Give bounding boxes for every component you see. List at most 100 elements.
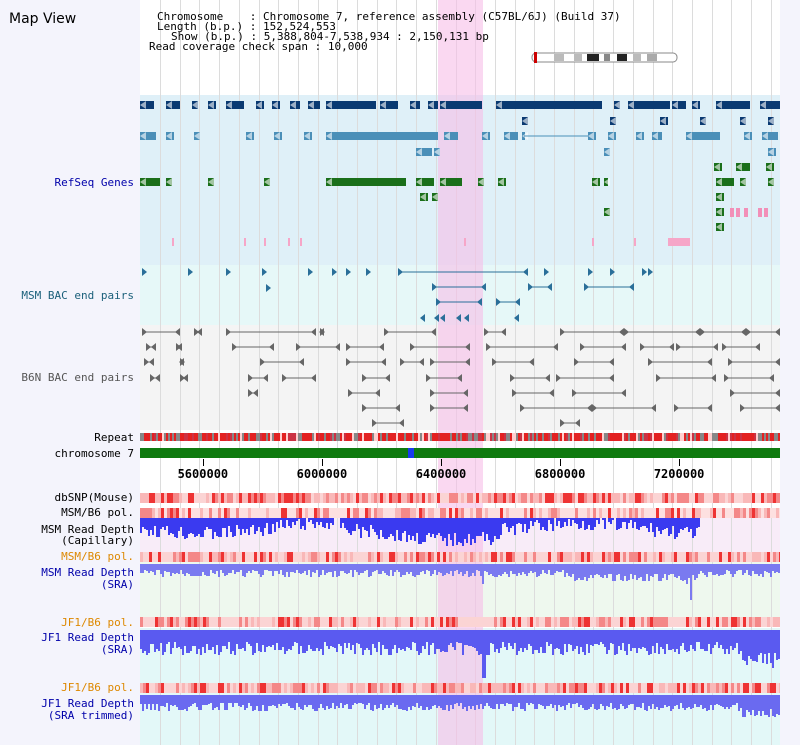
refseq-gene-dark-arrow: [768, 117, 774, 125]
b6n-bac-pair-end: [775, 389, 780, 397]
jf1-b6-pol2-heat-cell: [311, 683, 314, 693]
repeat-segment: [774, 433, 776, 441]
dbsnp-heat-cell: [293, 493, 296, 503]
msm-bac-end-pairs-label[interactable]: MSM BAC end pairs: [21, 289, 134, 302]
jf1-sra-depth-bar: [356, 630, 358, 643]
repeat-segment: [424, 433, 426, 441]
msm-read-depth-sra-label[interactable]: MSM Read Depth: [41, 566, 134, 579]
dbsnp-heat-cell: [155, 493, 158, 503]
msm-capillary-depth-bar: [638, 518, 640, 530]
msm-b6-pol-label[interactable]: MSM/B6 pol.: [61, 506, 134, 519]
jf1-trimmed-depth-bar: [188, 695, 190, 707]
msm-b6-pol2-heat-cell: [743, 552, 746, 562]
repeat-segment: [434, 433, 436, 441]
jf1-trimmed-depth-bar: [604, 695, 606, 710]
msm-capillary-depth-bar: [270, 518, 272, 534]
jf1-b6-pol-label[interactable]: JF1/B6 pol.: [61, 616, 134, 629]
dbsnp-heat-cell: [410, 493, 413, 503]
refseq-pink-feature: [634, 238, 636, 246]
axis-tick: [202, 459, 204, 466]
genome-map-panel[interactable]: Chromosome : Chromosome 7, reference ass…: [140, 0, 780, 745]
dbsnp-heat-cell: [392, 493, 395, 503]
msm-read-depth-capillary-label[interactable]: MSM Read Depth: [41, 523, 134, 536]
jf1-sra-depth-bar: [494, 630, 496, 652]
msm-b6-pol-heat-cell: [344, 508, 347, 518]
dbsnp-label[interactable]: dbSNP(Mouse): [54, 491, 134, 504]
msm-sra-depth-bar: [448, 564, 450, 574]
refseq-gene-mid-arrow: [434, 148, 440, 156]
repeat-segment: [512, 433, 514, 441]
msm-capillary-depth-bar: [352, 518, 354, 531]
jf1-sra-depth-bar: [680, 630, 682, 646]
jf1-b6-pol-heat-cell: [581, 617, 584, 627]
jf1-trimmed-depth-bar: [560, 695, 562, 707]
jf1-trimmed-depth-bar: [272, 695, 274, 705]
msm-sra-depth-bar: [440, 564, 442, 573]
jf1-sra-depth-bar: [244, 630, 246, 651]
jf1-read-depth-sra-label[interactable]: JF1 Read Depth: [41, 631, 134, 644]
msm-capillary-depth-bar: [398, 518, 400, 540]
b6n-bac-pair-end: [492, 358, 497, 366]
jf1-trimmed-depth-bar: [698, 695, 700, 707]
jf1-b6-pol-heat-cell: [665, 617, 668, 627]
jf1-trimmed-depth-bar: [456, 695, 458, 703]
dbsnp-heat-cell: [320, 493, 323, 503]
jf1-b6-pol2-heat-cell: [776, 683, 779, 693]
jf1-sra-depth-bar: [382, 630, 384, 645]
jf1-sra-depth-bar: [192, 630, 194, 646]
jf1-trimmed-depth-bar: [360, 695, 362, 703]
jf1-b6-pol-heat-cell: [461, 617, 464, 627]
jf1-b6-pol-heat-cell: [353, 617, 356, 627]
jf1-b6-pol-heat-cell: [152, 617, 155, 627]
jf1-sra-depth-bar: [746, 630, 748, 665]
jf1-b6-pol-label-2[interactable]: JF1/B6 pol.: [61, 681, 134, 694]
b6n-bac-end-pairs-label[interactable]: B6N BAC end pairs: [21, 371, 134, 384]
repeat-segment: [662, 433, 664, 441]
msm-b6-pol-heat-cell: [422, 508, 425, 518]
axis-tick: [679, 459, 681, 466]
msm-bac-end: [366, 268, 371, 276]
msm-sra-depth-bar: [562, 564, 564, 570]
track-features[interactable]: [140, 0, 780, 745]
msm-capillary-depth-bar: [232, 518, 234, 537]
jf1-sra-depth-bar: [584, 630, 586, 655]
msm-b6-pol2-heat-cell: [383, 552, 386, 562]
msm-capillary-depth-bar: [154, 518, 156, 526]
dbsnp-heat-cell: [557, 493, 560, 503]
repeat-segment: [528, 433, 530, 441]
repeat-segment: [760, 433, 762, 441]
jf1-trimmed-depth-bar: [566, 695, 568, 705]
jf1-b6-pol2-heat-cell: [200, 683, 203, 693]
msm-b6-pol2-heat-cell: [389, 552, 392, 562]
jf1-sra-depth-bar: [396, 630, 398, 653]
jf1-b6-pol-heat-cell: [266, 617, 269, 627]
refseq-gene-dark-arrow: [672, 101, 678, 109]
msm-sra-depth-bar: [294, 564, 296, 573]
jf1-sra-depth-bar: [768, 630, 770, 653]
repeat-segment: [642, 433, 644, 441]
jf1-b6-pol-heat-cell: [215, 617, 218, 627]
jf1-sra-depth-bar: [724, 630, 726, 654]
msm-b6-pol-label-2[interactable]: MSM/B6 pol.: [61, 550, 134, 563]
jf1-b6-pol2-heat-cell: [374, 683, 377, 693]
msm-b6-pol-heat-cell: [209, 508, 212, 518]
repeat-segment: [404, 433, 406, 441]
jf1-trimmed-depth-bar: [732, 695, 734, 705]
jf1-sra-depth-bar: [348, 630, 350, 643]
chromosome-ideogram[interactable]: [530, 52, 680, 64]
jf1-b6-pol-heat-cell: [302, 617, 305, 627]
dbsnp-heat-cell: [182, 493, 185, 503]
repeat-segment: [140, 433, 142, 441]
jf1-b6-pol-heat-cell: [380, 617, 383, 627]
msm-sra-depth-bar: [472, 564, 474, 573]
jf1-read-depth-trimmed-label[interactable]: JF1 Read Depth: [41, 697, 134, 710]
msm-sra-depth-bar: [180, 564, 182, 570]
dbsnp-heat-cell: [431, 493, 434, 503]
jf1-sra-depth-bar: [716, 630, 718, 642]
msm-b6-pol-heat-cell: [650, 508, 653, 518]
msm-capillary-depth-bar: [264, 518, 266, 528]
jf1-sra-depth-bar: [162, 630, 164, 655]
msm-capillary-depth-bar: [474, 518, 476, 543]
refseq-genes-label[interactable]: RefSeq Genes: [54, 176, 134, 189]
refseq-gene-mid: [762, 132, 778, 140]
